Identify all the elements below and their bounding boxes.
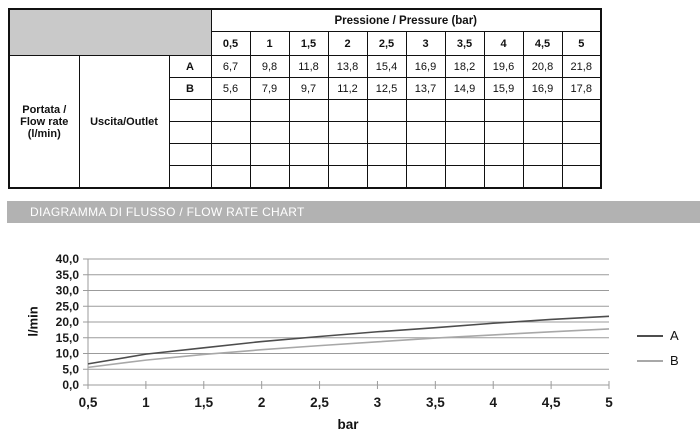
table-cell: 15,4	[366, 55, 407, 78]
table-cell: 5,6	[210, 77, 251, 100]
x-tick-label: 4	[489, 395, 497, 410]
table-cell: 6,7	[210, 55, 251, 78]
table-header-row-pressure: Pressione / Pressure (bar)	[8, 8, 602, 56]
x-tick-label: 4,5	[542, 395, 561, 410]
y-tick-label: 15,0	[56, 331, 80, 345]
table-cell-empty	[168, 165, 212, 189]
table-cell: 11,8	[288, 55, 329, 78]
table-row-empty	[9, 143, 602, 166]
pressure-tick: 2,5	[366, 31, 407, 56]
table-cell: 15,9	[483, 77, 524, 100]
table-cell: 13,7	[405, 77, 446, 100]
outlet-a-label: A	[168, 55, 212, 78]
x-tick-label: 3	[374, 395, 382, 410]
table-row-empty	[9, 165, 602, 189]
pressure-tick: 3,5	[444, 31, 485, 56]
legend-label-b: B	[670, 353, 679, 368]
table-cell-empty	[168, 99, 212, 122]
table-cell: 21,8	[561, 55, 602, 78]
legend-label-a: A	[670, 328, 679, 343]
pressure-tick: 0,5	[210, 31, 251, 56]
pressure-tick: 1,5	[288, 31, 329, 56]
x-tick-label: 2,5	[310, 395, 329, 410]
x-axis-title: bar	[337, 417, 359, 432]
x-tick-label: 1,5	[194, 395, 213, 410]
table-row-empty	[9, 121, 602, 144]
table-cell: 9,8	[249, 55, 290, 78]
table-cell: 20,8	[522, 55, 563, 78]
pressure-tick: 4,5	[522, 31, 563, 56]
y-tick-label: 10,0	[56, 347, 80, 361]
legend-item-a: A	[637, 328, 679, 343]
y-axis-title: l/min	[25, 306, 41, 337]
table-cell-empty	[168, 121, 212, 144]
table-cell: 14,9	[444, 77, 485, 100]
series-line-a	[87, 315, 610, 365]
x-tick-label: 3,5	[426, 395, 445, 410]
table-cell: 12,5	[366, 77, 407, 100]
y-tick-label: 0,0	[62, 378, 79, 392]
pressure-tick: 4	[483, 31, 524, 56]
table-corner-cell	[8, 8, 212, 56]
pressure-tick: 5	[561, 31, 602, 56]
table-cell: 17,8	[561, 77, 602, 100]
table-cell: 13,8	[327, 55, 368, 78]
flow-rate-label: Portata / Flow rate (l/min)	[8, 55, 80, 189]
pressure-tick: 3	[405, 31, 446, 56]
legend-item-b: B	[637, 353, 679, 368]
table-cell: 19,6	[483, 55, 524, 78]
x-tick-label: 5	[605, 395, 613, 410]
table-cell: 9,7	[288, 77, 329, 100]
y-tick-label: 40,0	[56, 252, 80, 266]
x-tick-label: 1	[142, 395, 150, 410]
flow-rate-table: Pressione / Pressure (bar) 0,5 1 1,5 2 2…	[8, 8, 602, 189]
table-cell: 11,2	[327, 77, 368, 100]
section-banner: DIAGRAMMA DI FLUSSO / FLOW RATE CHART	[7, 201, 700, 223]
table-cell: 18,2	[444, 55, 485, 78]
table-cell-empty	[168, 143, 212, 166]
x-tick-label: 2	[258, 395, 266, 410]
pressure-tick: 2	[327, 31, 368, 56]
table-cell: 7,9	[249, 77, 290, 100]
legend-line-b-icon	[637, 359, 663, 362]
legend-line-a-icon	[637, 334, 663, 337]
table-row-a: Portata / Flow rate (l/min) Uscita/Outle…	[8, 55, 602, 189]
y-tick-label: 25,0	[56, 299, 80, 313]
flow-chart-svg: 0,0 5,010,0 15,0 20,0 25,030,0 35,0 40,0 0,5 1 1,…	[56, 252, 614, 410]
y-tick-label: 5,0	[62, 362, 79, 376]
table-cell: 16,9	[522, 77, 563, 100]
pressure-header: Pressione / Pressure (bar)	[210, 8, 602, 32]
table-cell: 16,9	[405, 55, 446, 78]
outlet-b-label: B	[168, 77, 212, 100]
series-line-b	[87, 328, 610, 369]
y-tick-label: 30,0	[56, 284, 80, 298]
y-tick-label: 20,0	[56, 315, 80, 329]
outlet-label: Uscita/Outlet	[78, 55, 170, 189]
x-tick-label: 0,5	[79, 395, 98, 410]
y-tick-label: 35,0	[56, 268, 80, 282]
pressure-tick: 1	[249, 31, 290, 56]
